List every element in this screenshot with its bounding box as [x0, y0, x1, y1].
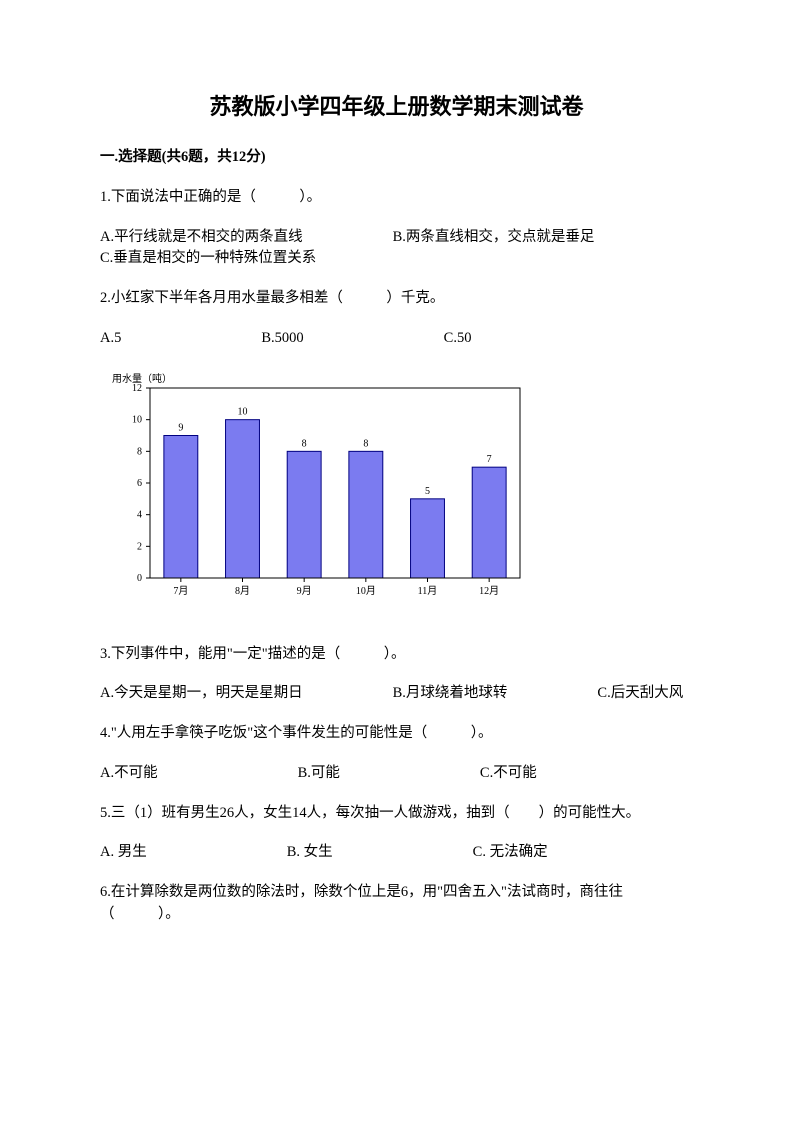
- question-6-stem: 6.在计算除数是两位数的除法时，除数个位上是6，用"四舍五入"法试商时，商往往（…: [100, 882, 693, 926]
- q3-opt-c: C.后天刮大风: [597, 685, 683, 701]
- q2-opt-a: A.5: [100, 330, 121, 346]
- q1-opt-c: C.垂直是相交的一种特殊位置关系: [100, 250, 316, 266]
- svg-text:10: 10: [238, 406, 248, 417]
- question-3-options: A.今天是星期一，明天是星期日 B.月球绕着地球转 C.后天刮大风: [100, 683, 693, 705]
- page-title: 苏教版小学四年级上册数学期末测试卷: [100, 90, 693, 123]
- q4-opt-c: C.不可能: [480, 765, 537, 781]
- question-3-stem: 3.下列事件中，能用"一定"描述的是（ ）。: [100, 644, 693, 666]
- svg-text:7: 7: [487, 454, 492, 465]
- svg-text:用水量（吨）: 用水量（吨）: [112, 372, 172, 385]
- q3-opt-a: A.今天是星期一，明天是星期日: [100, 685, 303, 701]
- question-1-stem: 1.下面说法中正确的是（ ）。: [100, 187, 693, 209]
- svg-text:11月: 11月: [418, 585, 438, 597]
- svg-text:8: 8: [363, 438, 368, 449]
- bar-chart-svg: 024681012用水量（吨）97月108月89月810月511月712月: [100, 368, 540, 618]
- q5-opt-a: A. 男生: [100, 844, 147, 860]
- svg-text:9月: 9月: [297, 585, 312, 597]
- q3-opt-b: B.月球绕着地球转: [393, 685, 508, 701]
- question-5-options: A. 男生 B. 女生 C. 无法确定: [100, 842, 693, 864]
- svg-text:7月: 7月: [173, 585, 188, 597]
- question-2-stem: 2.小红家下半年各月用水量最多相差（ ）千克。: [100, 288, 693, 310]
- q5-opt-c: C. 无法确定: [473, 844, 548, 860]
- water-usage-chart: 024681012用水量（吨）97月108月89月810月511月712月: [100, 368, 693, 618]
- svg-text:10: 10: [132, 414, 142, 425]
- question-5-stem: 5.三（1）班有男生26人，女生14人，每次抽一人做游戏，抽到（ ）的可能性大。: [100, 803, 693, 825]
- svg-text:8: 8: [302, 438, 307, 449]
- svg-text:5: 5: [425, 485, 430, 496]
- question-4-options: A.不可能 B.可能 C.不可能: [100, 763, 693, 785]
- svg-text:4: 4: [137, 509, 142, 520]
- q4-opt-b: B.可能: [298, 765, 340, 781]
- question-1-options: A.平行线就是不相交的两条直线 B.两条直线相交，交点就是垂足 C.垂直是相交的一种…: [100, 227, 693, 271]
- section-heading: 一.选择题(共6题，共12分): [100, 147, 693, 169]
- q1-opt-a: A.平行线就是不相交的两条直线: [100, 229, 303, 245]
- q1-opt-b: B.两条直线相交，交点就是垂足: [393, 229, 595, 245]
- q5-opt-b: B. 女生: [287, 844, 333, 860]
- q4-opt-a: A.不可能: [100, 765, 158, 781]
- svg-text:10月: 10月: [356, 585, 376, 597]
- q2-opt-b: B.5000: [261, 330, 303, 346]
- question-4-stem: 4."人用左手拿筷子吃饭"这个事件发生的可能性是（ ）。: [100, 723, 693, 745]
- svg-text:8: 8: [137, 446, 142, 457]
- svg-text:2: 2: [137, 541, 142, 552]
- svg-text:6: 6: [137, 478, 142, 489]
- svg-text:9: 9: [178, 422, 183, 433]
- svg-text:8月: 8月: [235, 585, 250, 597]
- q2-opt-c: C.50: [444, 330, 472, 346]
- question-2-options: A.5 B.5000 C.50: [100, 328, 693, 350]
- svg-text:12月: 12月: [479, 585, 499, 597]
- svg-text:0: 0: [137, 573, 142, 584]
